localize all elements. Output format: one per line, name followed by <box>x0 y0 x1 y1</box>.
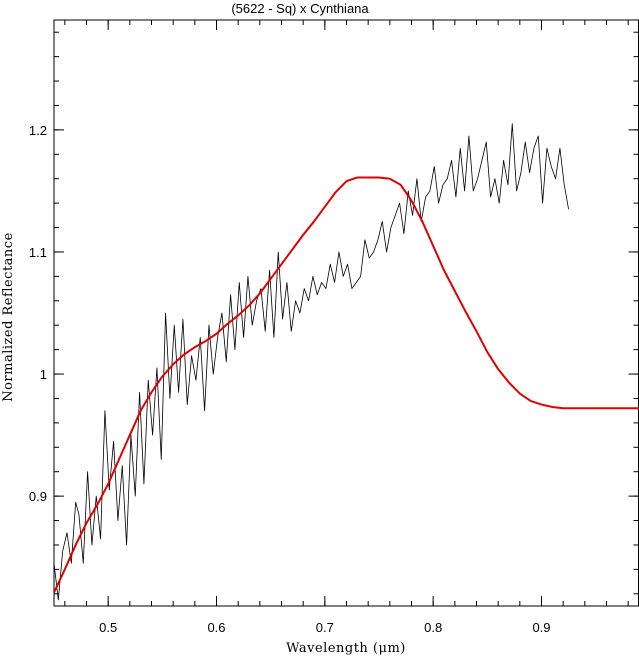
y-axis-tick-labels: 0.9 1 1.1 1.2 <box>29 123 47 504</box>
y-axis-ticks <box>54 31 639 595</box>
y-tick-label: 1 <box>40 367 47 382</box>
plot-frame <box>53 19 639 607</box>
x-tick-label: 0.5 <box>99 620 117 635</box>
chart-title: (5622 - Sq) x Cynthiana <box>231 1 369 16</box>
x-tick-label: 0.8 <box>424 620 442 635</box>
x-axis-ticks <box>64 20 629 606</box>
y-axis-title: Normalized Reflectance <box>1 232 16 402</box>
y-tick-label: 1.1 <box>29 245 47 260</box>
x-tick-label: 0.6 <box>207 620 225 635</box>
x-axis-tick-labels: 0.5 0.6 0.7 0.8 0.9 <box>99 620 550 635</box>
y-tick-label: 1.2 <box>29 123 47 138</box>
x-axis-title: Wavelength (μm) <box>286 641 406 656</box>
fitted-spectrum-line <box>54 176 639 593</box>
y-tick-label: 0.9 <box>29 489 47 504</box>
measured-spectrum-line <box>54 123 569 601</box>
x-tick-label: 0.7 <box>316 620 334 635</box>
plot-frame-rect <box>53 19 639 607</box>
x-tick-label: 0.9 <box>532 620 550 635</box>
series-layer <box>54 123 639 601</box>
